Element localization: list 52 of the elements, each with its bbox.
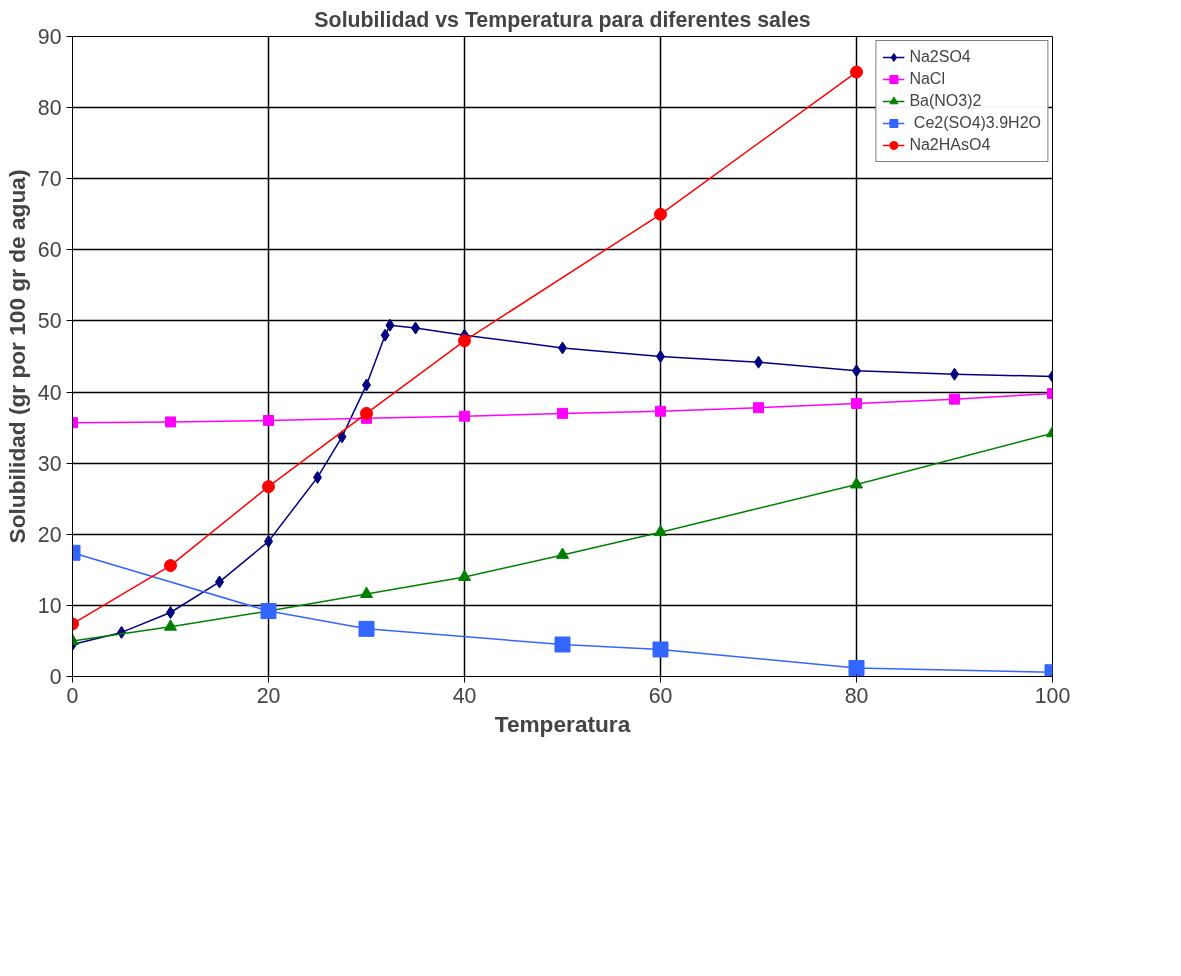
y-tick-label: 60 <box>37 238 62 263</box>
point <box>164 619 177 631</box>
point <box>652 641 669 658</box>
point <box>337 430 347 444</box>
point <box>850 65 863 79</box>
point <box>753 402 764 414</box>
point <box>557 407 568 419</box>
point <box>385 318 395 332</box>
point <box>458 569 471 581</box>
y-tick-label: 90 <box>37 25 62 49</box>
y-tick-label: 0 <box>49 665 62 689</box>
point <box>556 547 569 559</box>
point <box>554 636 571 653</box>
x-tick-label: 100 <box>1034 683 1071 708</box>
y-axis-title: Solubilidad (gr por 100 gr de agua) <box>3 169 30 544</box>
point <box>260 603 277 620</box>
x-tick-label: 40 <box>452 683 477 708</box>
legend-label: Ce2(SO4)3.9H2O <box>912 114 1041 132</box>
point <box>360 406 373 420</box>
y-tick-label: 10 <box>37 593 62 618</box>
point <box>360 586 373 598</box>
y-tick-label: 80 <box>37 96 62 121</box>
y-tick-label: 20 <box>37 522 62 547</box>
point <box>655 405 666 417</box>
point <box>848 659 865 676</box>
legend-label: Na2SO4 <box>909 48 971 66</box>
point <box>164 559 177 573</box>
point <box>851 397 862 409</box>
point <box>263 415 274 426</box>
y-tick-label: 70 <box>37 167 62 192</box>
x-axis-title: Temperatura <box>494 710 631 737</box>
y-tick-label: 40 <box>37 380 62 405</box>
legend-label: Na2HAsO4 <box>909 136 991 154</box>
legend-label: Ba(NO3)2 <box>909 92 982 110</box>
point <box>262 480 275 494</box>
point <box>850 477 863 489</box>
x-tick-label: 60 <box>648 683 673 708</box>
chart-title: Solubilidad vs Temperatura para diferentes sales <box>314 7 811 32</box>
point <box>654 524 667 537</box>
point <box>358 620 375 637</box>
point <box>949 393 960 405</box>
point <box>380 328 390 342</box>
point <box>165 416 176 428</box>
y-tick-label: 30 <box>37 451 62 476</box>
x-tick-label: 0 <box>66 683 79 708</box>
point <box>654 207 667 221</box>
y-tick-label: 50 <box>37 309 62 334</box>
x-tick-label: 20 <box>256 683 281 708</box>
point <box>459 410 470 422</box>
legend-label: NaCl <box>909 70 945 88</box>
point <box>458 334 471 348</box>
x-tick-label: 80 <box>844 683 869 708</box>
